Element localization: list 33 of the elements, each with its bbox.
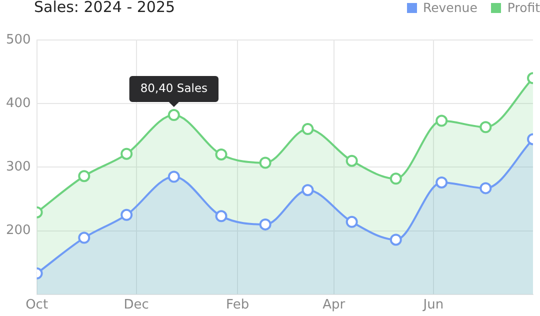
point [259,156,272,169]
point [120,208,133,221]
x-tick-label: Dec [124,298,149,313]
point [480,182,492,194]
point [346,154,358,167]
point [390,172,402,185]
chart-title: Sales: 2024 - 2025 [34,0,176,16]
x-tick-label: Apr [322,298,346,313]
point [346,216,358,228]
point [78,170,90,182]
point [390,234,402,246]
x-tick-label: Jun [422,298,444,313]
point [302,123,314,136]
point [302,184,314,196]
x-tick-label: Feb [226,298,250,313]
point [78,232,90,244]
annotation: 80,40 Sales [140,81,208,96]
y-tick-label: 500 [6,32,31,48]
y-tick-label: 400 [6,96,31,111]
point [259,218,272,230]
y-tick-label: 200 [6,223,31,238]
y-tick-label: 300 [6,160,31,175]
point [436,114,448,127]
point [215,210,228,222]
point [168,170,180,183]
legend-label: Revenue [422,0,478,15]
point [120,148,133,160]
point [215,148,228,160]
point [436,176,448,188]
point [480,121,492,134]
point [168,109,180,122]
legend-label: Profit [507,0,540,15]
x-tick-label: Oct [26,298,48,313]
